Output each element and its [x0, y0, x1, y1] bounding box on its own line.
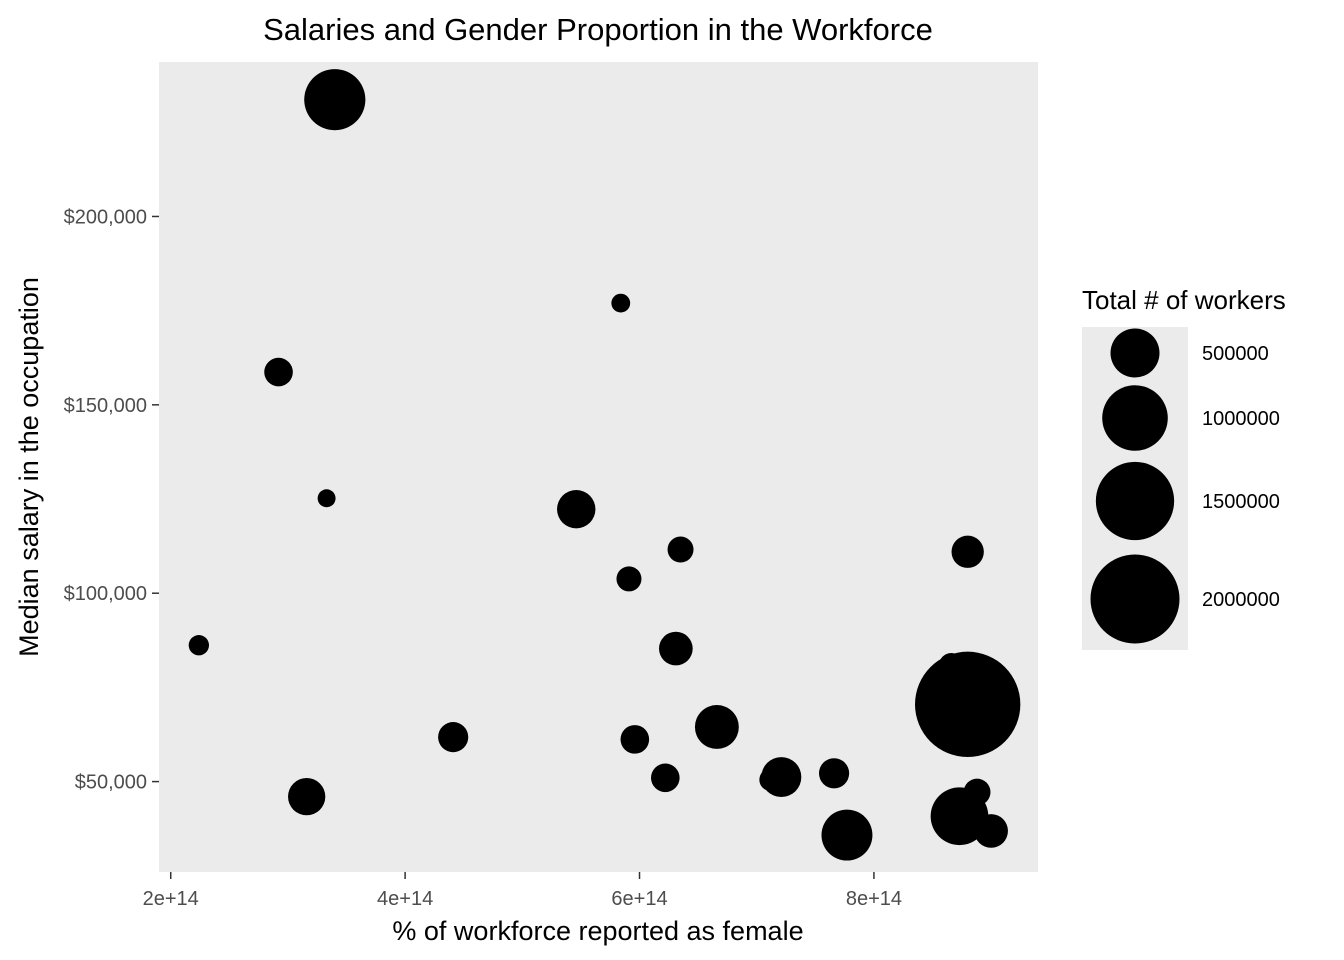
legend-key-1 [1110, 328, 1160, 378]
x-tick-label-1: 2e+14 [143, 888, 199, 910]
data-point-8 [188, 635, 210, 656]
y-axis-title: Median salary in the occupation [14, 277, 44, 657]
x-tick-label-4: 8e+14 [846, 888, 902, 910]
legend-key-2 [1102, 385, 1168, 451]
data-point-16 [818, 758, 850, 789]
x-axis-title: % of workforce reported as female [392, 916, 803, 946]
data-point-5 [557, 489, 596, 529]
data-point-23 [963, 778, 991, 806]
y-tick-label-1: $50,000 [75, 772, 147, 794]
data-point-24 [974, 814, 1008, 848]
data-point-18 [821, 809, 873, 861]
data-point-19 [951, 535, 984, 568]
legend-label-3: 1500000 [1202, 491, 1280, 513]
data-point-17 [288, 778, 326, 816]
legend-entries: 500000 1000000 1500000 2000000 [1090, 328, 1280, 644]
plot-panel [159, 62, 1038, 872]
data-point-3 [264, 357, 293, 387]
data-point-7 [616, 566, 642, 592]
legend: Total # of workers 500000 1000000 1500000 2… [1082, 285, 1286, 650]
legend-key-3 [1095, 461, 1175, 541]
data-point-2 [611, 293, 631, 313]
data-point-13 [651, 763, 680, 793]
y-tick-label-2: $100,000 [64, 583, 147, 605]
data-point-21 [915, 651, 1021, 758]
legend-title: Total # of workers [1082, 285, 1286, 315]
data-point-10 [438, 722, 469, 753]
x-tick-label-3: 6e+14 [611, 888, 667, 910]
data-point-12 [694, 705, 739, 749]
x-axis: 2e+14 4e+14 6e+14 8e+14 [143, 872, 902, 910]
data-point-9 [659, 631, 693, 666]
y-axis: $50,000 $100,000 $150,000 $200,000 [64, 206, 159, 794]
x-tick-label-2: 4e+14 [377, 888, 433, 910]
legend-label-4: 2000000 [1202, 589, 1280, 611]
legend-key-4 [1090, 554, 1180, 644]
data-point-20 [938, 653, 964, 679]
y-tick-label-4: $200,000 [64, 206, 147, 228]
data-point-11 [620, 725, 650, 754]
chart-title: Salaries and Gender Proportion in the Wo… [263, 12, 933, 47]
data-points [188, 69, 1021, 861]
legend-label-1: 500000 [1202, 343, 1269, 365]
data-point-6 [667, 536, 694, 563]
data-point-1 [304, 69, 366, 131]
data-point-14 [759, 768, 783, 792]
legend-label-2: 1000000 [1202, 408, 1280, 430]
data-point-4 [317, 489, 336, 508]
y-tick-label-3: $150,000 [64, 395, 147, 417]
